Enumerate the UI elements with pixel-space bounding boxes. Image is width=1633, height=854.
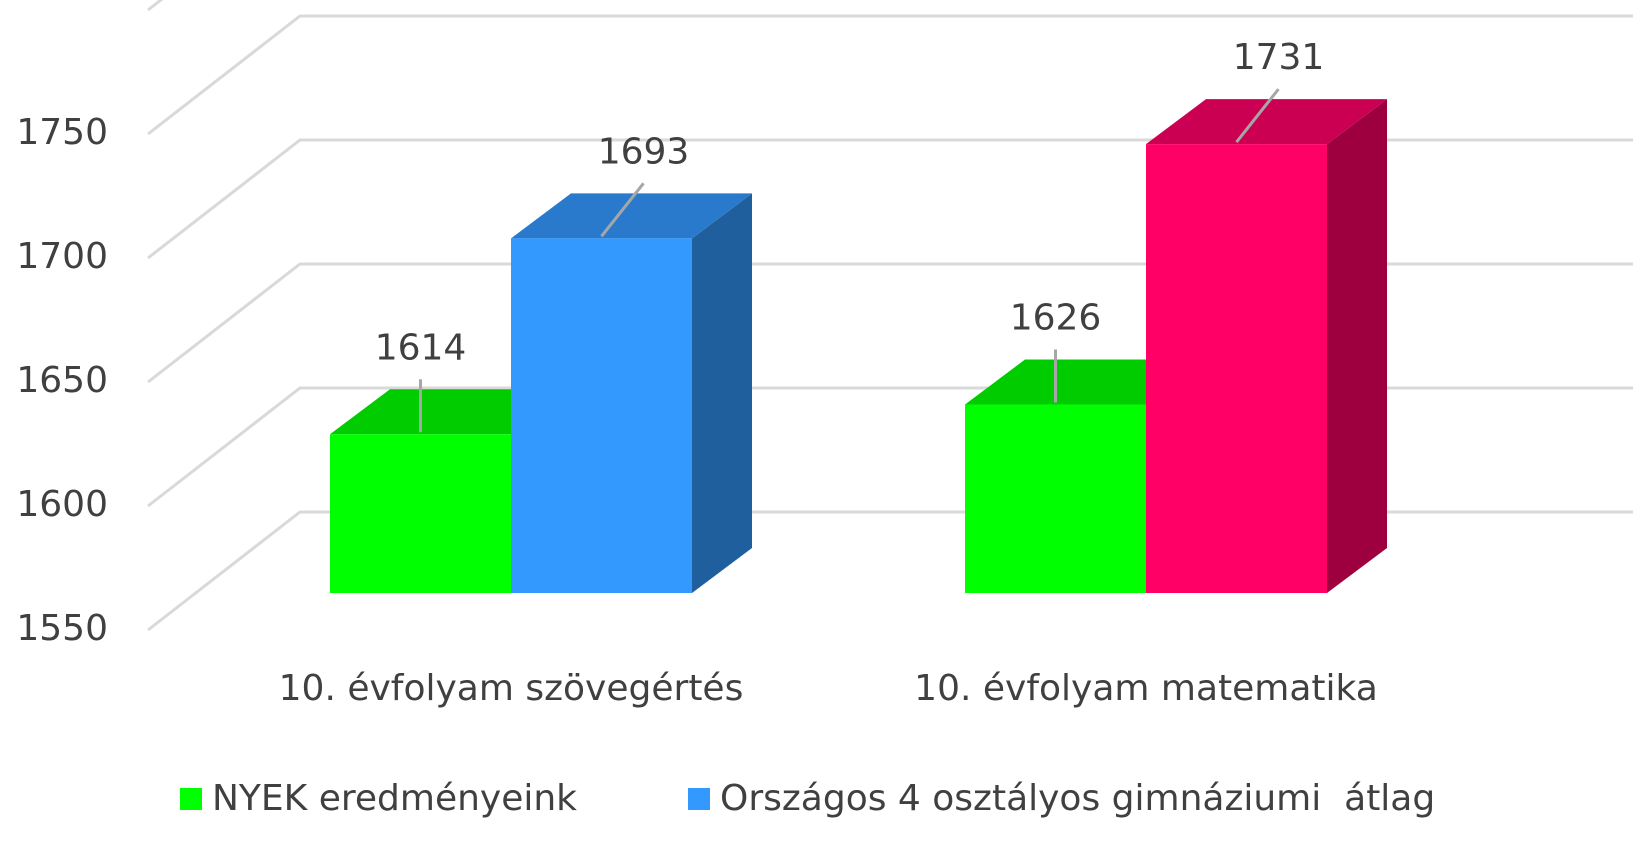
x-tick-label: 10. évfolyam szövegértés — [279, 668, 744, 709]
bar — [965, 404, 1146, 593]
data-label: 1614 — [375, 327, 467, 368]
bar — [511, 238, 692, 594]
bar-top — [1146, 99, 1387, 145]
y-tick-label: 1550 — [16, 608, 108, 649]
bar — [1146, 144, 1327, 593]
frame-line — [147, 0, 164, 12]
y-tick-label: 1600 — [16, 484, 108, 525]
y-tick-label: 1650 — [16, 360, 108, 401]
legend-label: Országos 4 osztályos gimnáziumi átlag — [720, 778, 1435, 819]
grid-line — [147, 262, 1633, 384]
bar-top — [511, 193, 752, 239]
bar — [330, 434, 511, 593]
y-tick-label: 1700 — [16, 236, 108, 277]
leader-line — [1235, 88, 1280, 144]
x-tick-label: 10. évfolyam matematika — [914, 668, 1378, 709]
leader-line — [600, 182, 645, 238]
grid-line — [147, 14, 1633, 136]
legend-swatch — [180, 788, 202, 810]
data-label: 1731 — [1233, 37, 1325, 78]
legend-label: NYEK eredményeink — [212, 778, 577, 819]
legend-swatch — [688, 788, 710, 810]
y-tick-label: 1750 — [16, 112, 108, 153]
bar-side — [1327, 99, 1387, 594]
bar-top — [965, 359, 1206, 405]
data-label: 1626 — [1010, 298, 1102, 339]
grid-line — [147, 138, 1633, 260]
bar-top — [330, 389, 571, 435]
data-label: 1693 — [598, 131, 690, 172]
bar-side — [692, 193, 752, 594]
